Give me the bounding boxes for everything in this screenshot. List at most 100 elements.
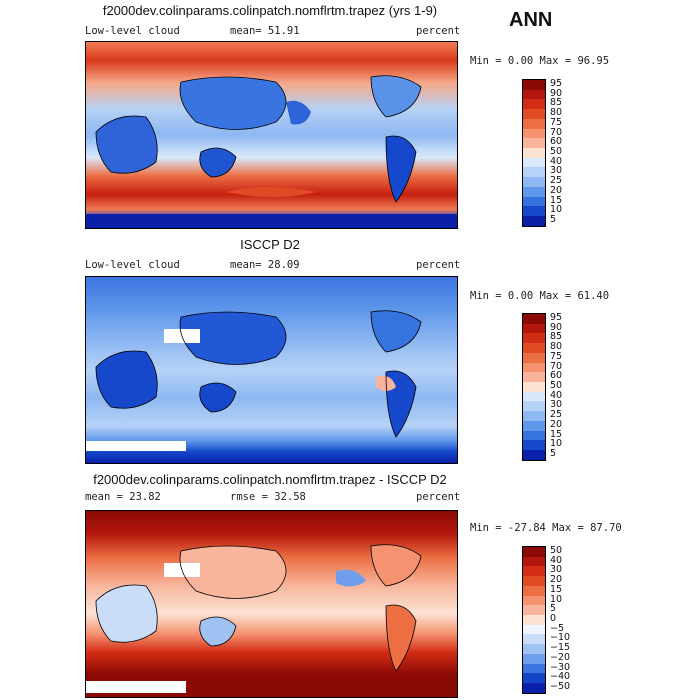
colorbar-swatch (523, 566, 545, 577)
colorbar-tick-label: 5 (550, 214, 557, 226)
panel-3-colorbar (522, 546, 546, 694)
colorbar-tick-label: 5 (550, 603, 557, 615)
colorbar-tick-label: 5 (550, 448, 557, 460)
colorbar-tick-label: −30 (550, 661, 571, 673)
colorbar-swatch (523, 314, 545, 324)
colorbar-swatch (523, 430, 545, 441)
colorbar-tick-label: 15 (550, 583, 563, 595)
colorbar-tick-label: 10 (550, 593, 563, 605)
colorbar-swatch (523, 605, 545, 616)
colorbar-swatch (523, 595, 545, 606)
colorbar-tick-label: 30 (550, 165, 563, 177)
panel-2-mean-label: mean= 28.09 (230, 259, 300, 271)
colorbar-swatch (523, 333, 545, 344)
colorbar-tick-label: 60 (550, 370, 563, 382)
colorbar-tick-label: 20 (550, 184, 563, 196)
colorbar-swatch (523, 440, 545, 451)
panel-2-variable-label: Low-level cloud (85, 259, 180, 271)
colorbar-tick-label: 10 (550, 438, 563, 450)
colorbar-swatch (523, 382, 545, 392)
colorbar-tick-label: 85 (550, 331, 563, 343)
colorbar-swatch (523, 216, 545, 226)
colorbar-swatch (523, 186, 545, 197)
colorbar-swatch (523, 450, 545, 460)
panel-2-title: ISCCP D2 (240, 237, 300, 252)
colorbar-swatch (523, 80, 545, 90)
colorbar-tick-label: 40 (550, 554, 563, 566)
colorbar-swatch (523, 352, 545, 363)
colorbar-swatch (523, 401, 545, 412)
colorbar-tick-label: 50 (550, 380, 563, 391)
colorbar-swatch (523, 157, 545, 168)
panel-2-minmax-label: Min = 0.00 Max = 61.40 (470, 290, 610, 302)
colorbar-tick-label: 15 (550, 194, 563, 206)
colorbar-tick-label: −10 (550, 632, 571, 644)
colorbar-tick-label: 15 (550, 428, 563, 440)
colorbar-swatch (523, 556, 545, 567)
colorbar-tick-label: 20 (550, 574, 563, 586)
colorbar-tick-label: 70 (550, 126, 563, 138)
panel-1-mean-label: mean= 51.91 (230, 25, 300, 37)
colorbar-tick-label: 50 (550, 146, 563, 157)
colorbar-swatch (523, 99, 545, 110)
colorbar-swatch (523, 673, 545, 684)
panel-1-variable-label: Low-level cloud (85, 25, 180, 37)
panel-3-rmse-label: rmse = 32.58 (230, 491, 306, 503)
panel-2-units-label: percent (416, 259, 461, 271)
colorbar-tick-label: −40 (550, 671, 571, 683)
colorbar-tick-label: 95 (550, 77, 563, 89)
colorbar-tick-label: 20 (550, 418, 563, 430)
colorbar-tick-label: 25 (550, 409, 563, 421)
colorbar-swatch (523, 196, 545, 207)
panel-1-map (85, 41, 458, 229)
panel-2-colorbar (522, 313, 546, 461)
panel-3-title: f2000dev.colinparams.colinpatch.nomflrtm… (93, 472, 447, 487)
colorbar-swatch (523, 411, 545, 421)
panel-1-minmax-label: Min = 0.00 Max = 96.95 (470, 55, 610, 67)
colorbar-swatch (523, 109, 545, 119)
colorbar-tick-label: 25 (550, 175, 563, 187)
colorbar-swatch (523, 118, 545, 129)
colorbar-swatch (523, 547, 545, 557)
colorbar-swatch (523, 167, 545, 178)
panel-1-units-label: percent (416, 25, 461, 37)
colorbar-swatch (523, 663, 545, 674)
colorbar-swatch (523, 128, 545, 139)
panel-3-mean-label: mean = 23.82 (85, 491, 161, 503)
colorbar-swatch (523, 653, 545, 664)
colorbar-swatch (523, 644, 545, 654)
colorbar-swatch (523, 576, 545, 586)
season-label: ANN (509, 9, 553, 31)
colorbar-swatch (523, 372, 545, 383)
panel-1-title: f2000dev.colinparams.colinpatch.nomflrtm… (102, 3, 438, 18)
colorbar-tick-label: 90 (550, 321, 563, 333)
colorbar-swatch (523, 343, 545, 353)
panel-1-colorbar (522, 79, 546, 227)
colorbar-tick-label: 50 (550, 544, 563, 556)
colorbar-swatch (523, 624, 545, 635)
panel-3-map (85, 510, 458, 698)
colorbar-tick-label: 0 (550, 613, 557, 624)
panel-3-minmax-label: Min = -27.84 Max = 87.70 (470, 522, 622, 534)
colorbar-tick-label: 85 (550, 97, 563, 109)
colorbar-swatch (523, 634, 545, 645)
colorbar-swatch (523, 585, 545, 596)
colorbar-tick-label: −15 (550, 642, 571, 654)
colorbar-swatch (523, 177, 545, 187)
colorbar-tick-label: 30 (550, 564, 563, 576)
colorbar-tick-label: 75 (550, 116, 563, 128)
colorbar-swatch (523, 615, 545, 625)
colorbar-swatch (523, 206, 545, 217)
colorbar-tick-label: −50 (550, 681, 571, 693)
colorbar-swatch (523, 138, 545, 149)
colorbar-swatch (523, 148, 545, 158)
panel-3-units-label: percent (416, 491, 461, 503)
panel-2-map (85, 276, 458, 464)
colorbar-tick-label: 30 (550, 399, 563, 411)
colorbar-swatch (523, 683, 545, 693)
colorbar-tick-label: 80 (550, 107, 563, 119)
colorbar-tick-label: 60 (550, 136, 563, 148)
colorbar-swatch (523, 323, 545, 334)
colorbar-tick-label: 90 (550, 87, 563, 99)
colorbar-tick-label: 70 (550, 360, 563, 372)
